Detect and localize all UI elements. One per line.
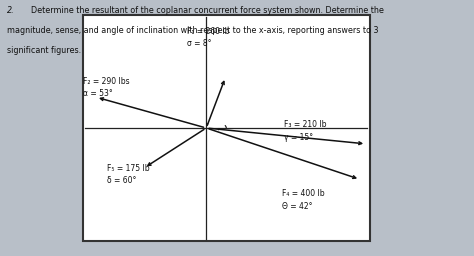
Text: F₅ = 175 lb
δ = 60°: F₅ = 175 lb δ = 60° bbox=[107, 164, 149, 185]
Bar bbox=[83, 15, 370, 241]
Text: magnitude, sense, and angle of inclination with respect to the x-axis, reporting: magnitude, sense, and angle of inclinati… bbox=[7, 26, 379, 35]
Text: significant figures.: significant figures. bbox=[7, 46, 81, 55]
Text: 2.: 2. bbox=[7, 6, 15, 15]
Text: F₄ = 400 lb
Θ = 42°: F₄ = 400 lb Θ = 42° bbox=[282, 189, 325, 211]
Text: F₂ = 290 lbs
α = 53°: F₂ = 290 lbs α = 53° bbox=[83, 77, 129, 98]
Text: Determine the resultant of the coplanar concurrent force system shown. Determine: Determine the resultant of the coplanar … bbox=[31, 6, 383, 15]
Text: F₁ = 260 lb
σ = 8°: F₁ = 260 lb σ = 8° bbox=[187, 27, 230, 48]
Text: F₃ = 210 lb
γ = 15°: F₃ = 210 lb γ = 15° bbox=[284, 120, 327, 142]
